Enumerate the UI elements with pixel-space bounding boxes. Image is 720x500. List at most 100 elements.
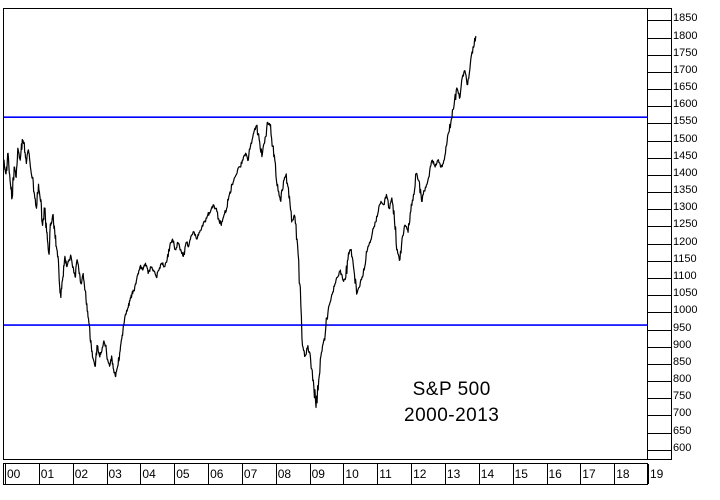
x-tick-label: 11	[379, 467, 392, 481]
y-tick-label: 850	[673, 355, 692, 368]
y-tick	[648, 157, 671, 159]
y-tick-label: 1000	[673, 304, 698, 317]
x-tick	[309, 464, 311, 484]
y-tick-label: 1500	[673, 132, 698, 145]
x-tick	[5, 464, 6, 484]
y-tick-label: 1350	[673, 184, 698, 197]
y-tick-label: 1400	[673, 166, 698, 179]
y-tick-label: 900	[673, 338, 692, 351]
x-tick	[444, 464, 446, 484]
x-tick-label: 10	[345, 467, 359, 481]
y-tick	[648, 140, 671, 142]
y-tick-label: 1050	[673, 287, 698, 300]
x-tick	[546, 464, 548, 484]
y-tick-label: 1750	[673, 46, 698, 59]
x-tick-label: 18	[616, 467, 630, 481]
x-tick-label: 02	[74, 467, 89, 481]
x-tick-label: 01	[40, 467, 55, 481]
y-tick	[648, 381, 671, 382]
y-tick	[648, 54, 671, 56]
x-tick-label: 08	[277, 467, 292, 481]
x-tick	[174, 464, 176, 484]
y-tick	[648, 106, 671, 108]
y-tick-label: 1200	[673, 235, 698, 248]
annotation-title: S&P 500	[412, 379, 491, 400]
y-tick	[648, 295, 671, 297]
y-tick	[648, 243, 671, 245]
x-tick-label: 07	[243, 467, 258, 481]
y-tick-label: 700	[673, 407, 692, 420]
y-tick	[648, 89, 671, 90]
y-tick	[648, 226, 671, 228]
x-tick-label: 09	[311, 467, 325, 481]
x-tick	[411, 464, 413, 484]
x-tick	[478, 464, 480, 484]
y-tick-label: 1550	[673, 115, 698, 128]
y-tick	[648, 312, 671, 314]
x-tick	[377, 464, 379, 484]
y-tick	[648, 277, 671, 279]
y-tick	[648, 346, 671, 348]
y-tick	[648, 209, 671, 211]
x-tick-label: 03	[108, 467, 122, 481]
x-tick-label: 14	[480, 467, 495, 481]
y-tick-label: 1700	[673, 63, 698, 76]
x-tick	[614, 464, 616, 484]
y-tick	[648, 192, 671, 194]
y-tick-label: 1150	[673, 252, 697, 265]
y-tick-label: 950	[673, 321, 692, 334]
y-tick-label: 1850	[673, 12, 698, 25]
threshold-lines	[4, 116, 647, 326]
plot-area: S&P 500 2000-2013	[3, 8, 648, 460]
x-tick	[140, 464, 142, 484]
x-tick-label: 19	[650, 467, 664, 481]
annotation-range: 2000-2013	[404, 405, 500, 426]
x-tick-label: 05	[176, 467, 190, 481]
y-tick-label: 1100	[673, 269, 697, 282]
y-tick-label: 750	[673, 390, 692, 403]
x-tick-label: 15	[514, 467, 528, 481]
x-axis: 00 01 02 03 04 05 06 07 08 09 10 11 12 13 14 15 16 17 18 19	[3, 463, 663, 485]
y-tick-label: 600	[673, 441, 692, 454]
x-tick-label: 04	[142, 467, 156, 481]
y-axis	[648, 8, 672, 460]
x-tick	[106, 464, 108, 484]
x-tick	[648, 464, 649, 484]
y-axis-labels: 600 650 700 750 800 850 900 950 1000 1050 1100 1150…	[673, 8, 718, 460]
x-tick	[72, 464, 74, 484]
y-tick	[648, 174, 671, 176]
y-tick-label: 1650	[673, 81, 698, 93]
x-tick-label: 06	[210, 467, 224, 481]
x-tick	[208, 464, 210, 484]
price-line-svg	[4, 35, 647, 409]
y-tick-label: 1250	[673, 218, 698, 231]
x-tick	[343, 464, 345, 484]
x-tick	[241, 464, 243, 484]
x-tick	[580, 464, 582, 484]
x-tick	[38, 464, 40, 484]
y-tick	[648, 363, 671, 365]
y-tick-label: 650	[673, 424, 692, 437]
y-tick	[648, 398, 671, 400]
x-tick-label: 16	[548, 467, 562, 481]
y-tick	[648, 37, 671, 39]
y-tick	[648, 123, 671, 125]
y-tick	[648, 20, 671, 22]
y-tick	[648, 329, 671, 331]
x-tick-label: 12	[413, 467, 427, 481]
y-tick	[648, 449, 671, 451]
y-tick	[648, 415, 671, 417]
x-tick	[512, 464, 514, 484]
x-tick-label: 00	[7, 467, 21, 481]
y-tick	[648, 71, 671, 73]
x-tick-label: 17	[582, 467, 596, 481]
sp500-line	[4, 35, 477, 409]
y-tick-label: 800	[673, 373, 692, 385]
y-tick-label: 1450	[673, 149, 698, 162]
y-tick	[648, 432, 671, 434]
x-tick	[275, 464, 277, 484]
y-tick-label: 1300	[673, 201, 698, 214]
x-tick-label: 13	[446, 467, 461, 481]
y-tick-label: 1600	[673, 98, 698, 111]
